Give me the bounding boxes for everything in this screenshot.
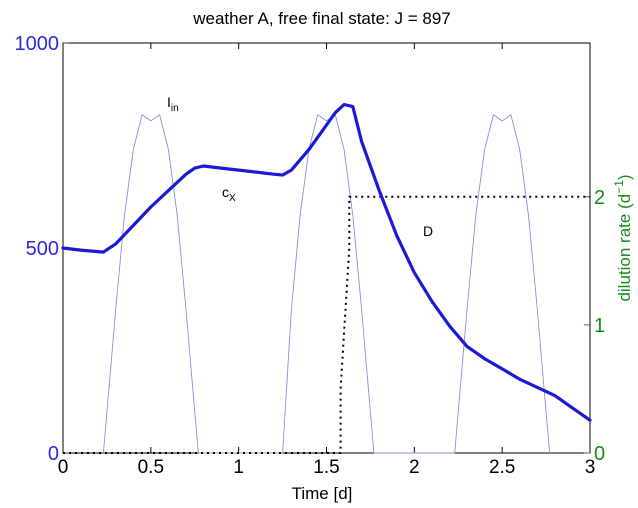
x-tick-label: 2.5	[489, 457, 515, 478]
annotation-d: D	[423, 223, 433, 239]
plot-area	[62, 42, 591, 454]
right-y-axis-label-exponent: −1	[612, 180, 626, 194]
series-layer	[61, 102, 592, 454]
x-tick-label: 0.5	[138, 457, 164, 478]
annotation-i-in: Iin	[167, 94, 179, 114]
right-y-axis-label-close: )	[615, 174, 634, 180]
series-line-cx	[61, 102, 592, 422]
x-tick-label: 1	[233, 457, 244, 478]
x-axis: 0 0.5 1 1.5 2 2.5 3	[58, 43, 596, 478]
x-tick-label: 2	[409, 457, 420, 478]
x-tick-label: 1.5	[313, 457, 339, 478]
chart-title: weather A, free final state: J = 897	[192, 9, 451, 28]
x-axis-label: Time [d]	[292, 484, 353, 503]
right-y-tick-label: 0	[594, 443, 605, 465]
left-y-tick-label: 1000	[15, 33, 60, 55]
left-y-tick-label: 0	[48, 443, 59, 465]
x-tick-label: 0	[58, 457, 69, 478]
right-y-axis-label-main: dilution rate (d	[615, 194, 634, 302]
series-line-iin	[102, 114, 551, 454]
annotation-c-x: cX	[222, 184, 236, 204]
right-y-tick-label: 1	[594, 315, 605, 337]
left-y-tick-label: 500	[26, 238, 59, 260]
right-y-axis-label: dilution rate (d−1)	[612, 174, 634, 301]
left-y-axis: 0 500 1000	[15, 33, 69, 465]
right-y-tick-label: 2	[594, 187, 605, 209]
x-tick-label: 3	[585, 457, 596, 478]
